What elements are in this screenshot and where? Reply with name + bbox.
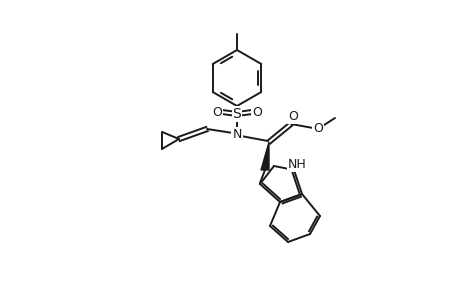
Text: S: S: [232, 107, 241, 121]
Text: NH: NH: [287, 158, 306, 170]
Text: N: N: [232, 128, 241, 140]
Text: O: O: [212, 106, 221, 118]
Text: O: O: [287, 110, 297, 122]
Text: O: O: [252, 106, 261, 118]
Polygon shape: [260, 142, 269, 170]
Text: O: O: [313, 122, 322, 134]
